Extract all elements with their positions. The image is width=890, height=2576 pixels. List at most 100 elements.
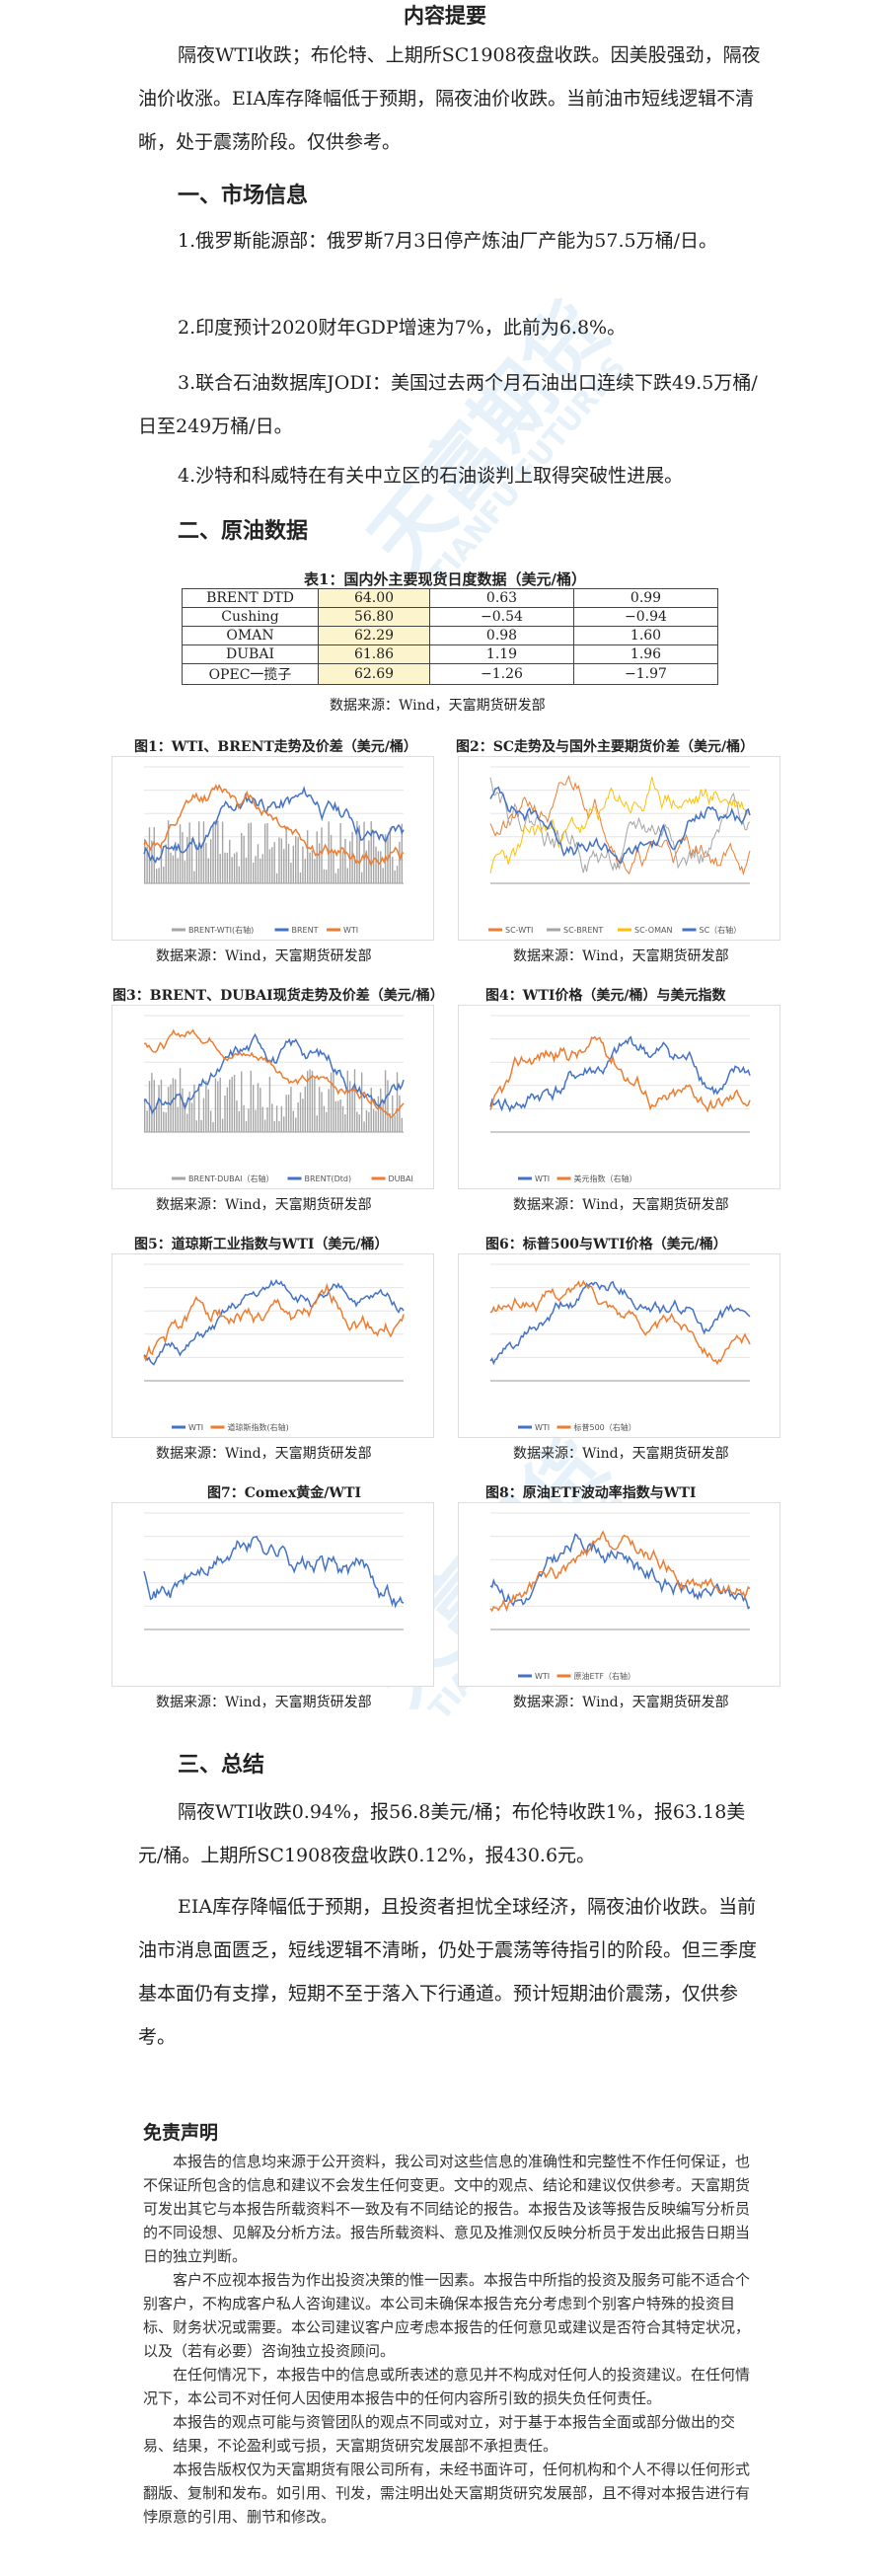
chart-bar [280,1105,283,1132]
chart-bar [283,1116,285,1132]
chart-bar [170,1084,172,1132]
chart-bar [238,1110,241,1132]
figure-8-title: 图8：原油ETF波动率指数与WTI [485,1485,697,1501]
chart-bar [188,1091,190,1132]
chart-figure-7 [111,1502,434,1687]
chart-bar [375,1110,377,1132]
figure-5-title: 图5：道琼斯工业指数与WTI（美元/桶） [134,1237,389,1252]
chart-bar [255,856,257,883]
chart-bar [363,821,365,883]
chart-bar [360,871,363,883]
chart-bar [341,1105,344,1132]
chart-bar [326,870,328,883]
chart-bar [175,1079,177,1132]
chart-bar [160,1079,163,1132]
table-source: 数据来源：Wind，天富期货研发部 [330,698,546,714]
svg-text:BRENT: BRENT [292,926,319,935]
table-cell: −1.26 [429,663,574,685]
chart-bar [172,855,175,883]
chart-bar [219,854,221,883]
figure-5-source: 数据来源：Wind，天富期货研发部 [156,1446,372,1462]
chart-figure-4: WTI 美元指数（右轴） [458,1005,780,1189]
chart-bar [252,1085,255,1132]
chart-bar [221,1118,224,1132]
chart-bar [278,837,280,883]
chart-bar [207,858,209,883]
chart-bar [252,862,255,883]
legend-item: DUBAI [371,1174,413,1183]
svg-text:BRENT(Dtd): BRENT(Dtd) [305,1174,352,1183]
chart-svg: WTI 标普500（右轴） [489,1263,751,1432]
chart-bar [278,1120,280,1132]
svg-text:美元指数（右轴）: 美元指数（右轴） [574,1174,637,1183]
chart-bar [280,838,283,883]
chart-bar [344,1114,346,1132]
chart-bar [255,1109,257,1132]
legend-item: BRENT-DUBAI（右轴） [172,1174,273,1183]
chart-bar [299,1092,302,1132]
chart-bar [321,1092,323,1132]
chart-bar [353,856,356,883]
summary-result-1: 隔夜WTI收跌0.94%，报56.8美元/桶；布伦特收跌1%，报63.18美元/… [138,1801,746,1866]
chart-bar [316,1115,318,1132]
page-title: 内容提要 [404,3,486,28]
section-heading-summary: 三、总结 [178,1752,265,1778]
legend-item: SC-BRENT [547,926,603,935]
chart-bar [290,1087,292,1132]
chart-bar [399,841,401,883]
svg-text:WTI: WTI [535,1174,550,1183]
figure-7-title: 图7：Comex黄金/WTI [207,1485,362,1501]
svg-text:道琼斯指数(右轴): 道琼斯指数(右轴) [228,1422,289,1432]
chart-bar [209,839,212,883]
chart-bar [245,1121,248,1132]
chart-bar [283,849,285,883]
chart-bar [302,1099,304,1132]
chart-svg [143,1512,405,1630]
chart-bar [304,1086,306,1132]
chart-bar [339,823,341,883]
chart-bar [167,1087,170,1132]
chart-bar [261,854,263,883]
chart-bar [160,844,163,883]
legend-item: 美元指数（右轴） [556,1174,637,1183]
legend-item: BRENT-WTI(右轴) [172,925,254,935]
chart-series-line [143,1278,405,1366]
chart-bar [292,1110,295,1132]
chart-bar [217,820,219,883]
figure-6-title: 图6：标普500与WTI价格（美元/桶） [485,1237,727,1252]
chart-bar [349,1081,351,1132]
chart-bar [212,824,214,883]
chart-bar [323,869,326,883]
legend-item: SC-OMAN [618,926,672,935]
chart-bar [250,1070,252,1132]
table-row: OPEC一揽子 62.69 −1.26 −1.97 [182,663,718,685]
chart-bar [311,850,314,883]
legend-item: WTI [518,1672,550,1681]
disclaimer-para-1: 本报告的信息均来源于公开资料，我公司对这些信息的准确性和完整性不作任何保证，也不… [143,2153,751,2265]
chart-bar [266,822,268,883]
table-cell: 0.98 [429,626,574,645]
table-cell: 1.96 [573,644,718,664]
chart-bar [179,1068,182,1132]
chart-bar [365,850,368,883]
table-cell: OMAN [182,626,319,645]
chart-bar [153,827,155,883]
chart-series-line [143,1028,405,1119]
chart-series-line [489,775,751,876]
figure-4-source: 数据来源：Wind，天富期货研发部 [513,1197,729,1213]
chart-bar [155,1102,158,1132]
chart-bar [248,823,250,883]
chart-bar [370,1088,372,1132]
figure-2-source: 数据来源：Wind，天富期货研发部 [513,948,729,964]
chart-bar [394,870,396,883]
chart-bar [334,1100,337,1132]
chart-svg: BRENT-DUBAI（右轴） BRENT(Dtd) DUBAI [143,1015,413,1183]
section-heading-market: 一、市场信息 [178,183,309,208]
chart-svg: WTI 道琼斯指数(右轴) [143,1263,405,1432]
chart-bar [144,838,146,883]
chart-bar [146,846,148,883]
chart-bar [377,1096,380,1132]
chart-bar [358,1114,360,1132]
chart-bar [275,1105,278,1132]
chart-bar [387,1080,389,1132]
